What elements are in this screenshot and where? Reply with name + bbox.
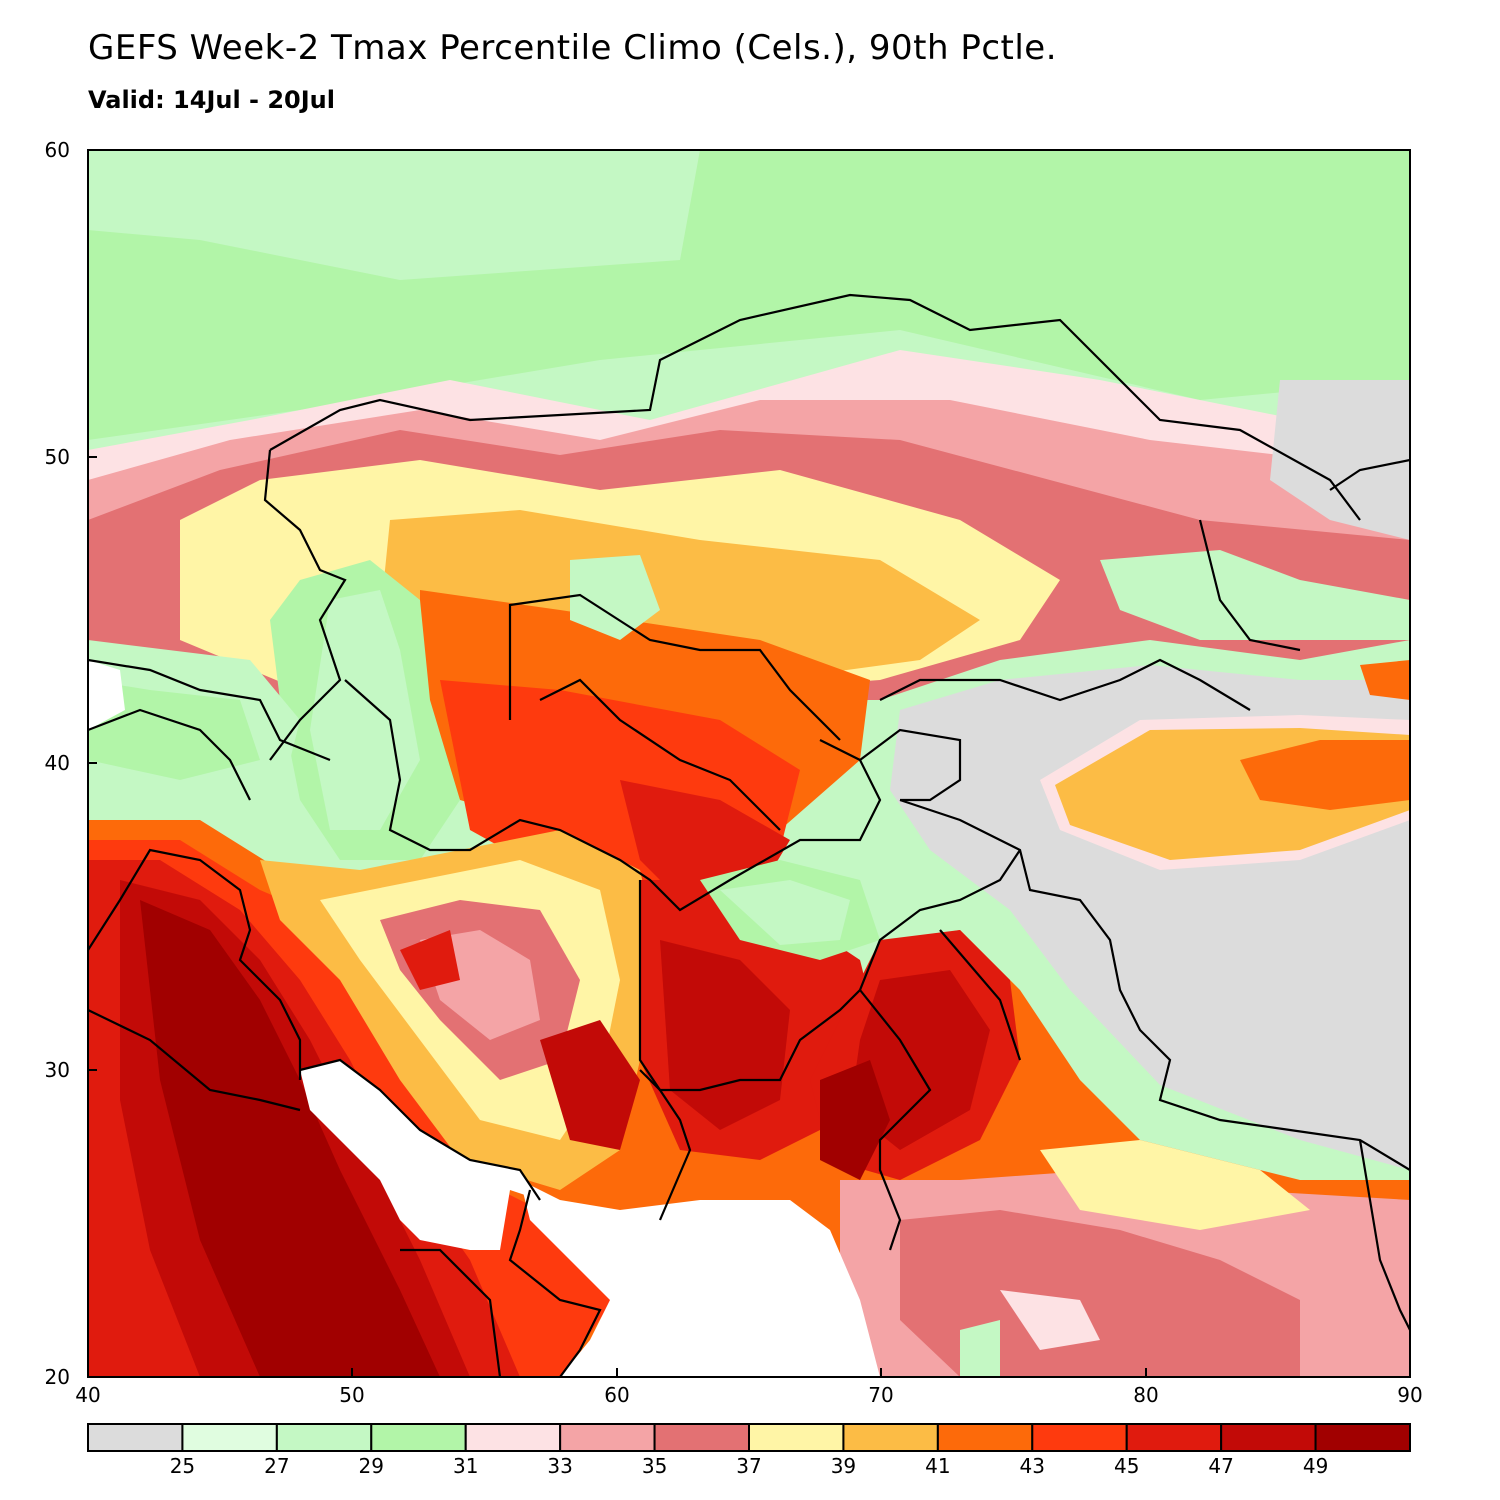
colorbar-swatch [842, 1423, 939, 1452]
colorbar-swatch [1031, 1423, 1128, 1452]
colorbar-swatch [1220, 1423, 1317, 1452]
colorbar-swatch [181, 1423, 278, 1452]
x-tick-label: 80 [1133, 1383, 1158, 1407]
colorbar-swatch [1125, 1423, 1223, 1452]
colorbar-label: 41 [925, 1454, 950, 1478]
colorbar-swatch [275, 1423, 373, 1452]
colorbar-swatch [464, 1423, 562, 1452]
colorbar-label: 47 [1208, 1454, 1233, 1478]
y-tick-label: 40 [45, 751, 70, 775]
colorbar: 25 27 29 31 33 35 37 39 41 43 45 47 49 [87, 1423, 1411, 1478]
colorbar-label: 31 [453, 1454, 478, 1478]
x-tick-label: 60 [604, 1383, 629, 1407]
colorbar-swatch [936, 1423, 1034, 1452]
country-borders [88, 293, 1410, 1377]
x-tick-label: 40 [75, 1383, 100, 1407]
colorbar-label: 37 [736, 1454, 761, 1478]
colorbar-label: 49 [1303, 1454, 1328, 1478]
colorbar-label: 39 [831, 1454, 856, 1478]
map-title: GEFS Week-2 Tmax Percentile Climo (Cels.… [88, 28, 1058, 68]
x-tick-label: 70 [868, 1383, 893, 1407]
y-tick-label: 20 [45, 1365, 70, 1389]
colorbar-swatch [559, 1423, 656, 1452]
colorbar-label: 29 [359, 1454, 384, 1478]
y-tick-label: 30 [45, 1058, 70, 1082]
colorbar-swatch [87, 1423, 184, 1452]
colorbar-label: 35 [642, 1454, 667, 1478]
colorbar-swatch [1314, 1423, 1411, 1452]
valid-period: Valid: 14Jul - 20Jul [88, 86, 335, 114]
colorbar-label: 43 [1020, 1454, 1045, 1478]
temperature-field [88, 150, 1410, 1377]
colorbar-label: 45 [1114, 1454, 1139, 1478]
colorbar-swatch [653, 1423, 750, 1452]
colorbar-swatch [370, 1423, 467, 1452]
colorbar-swatch [748, 1423, 845, 1452]
axis-ticks [87, 149, 1411, 1378]
y-tick-label: 50 [45, 445, 70, 469]
colorbar-label: 25 [170, 1454, 195, 1478]
x-tick-label: 50 [339, 1383, 364, 1407]
colorbar-label: 33 [547, 1454, 572, 1478]
y-tick-label: 60 [45, 138, 70, 162]
x-tick-label: 90 [1397, 1383, 1422, 1407]
colorbar-label: 27 [264, 1454, 289, 1478]
